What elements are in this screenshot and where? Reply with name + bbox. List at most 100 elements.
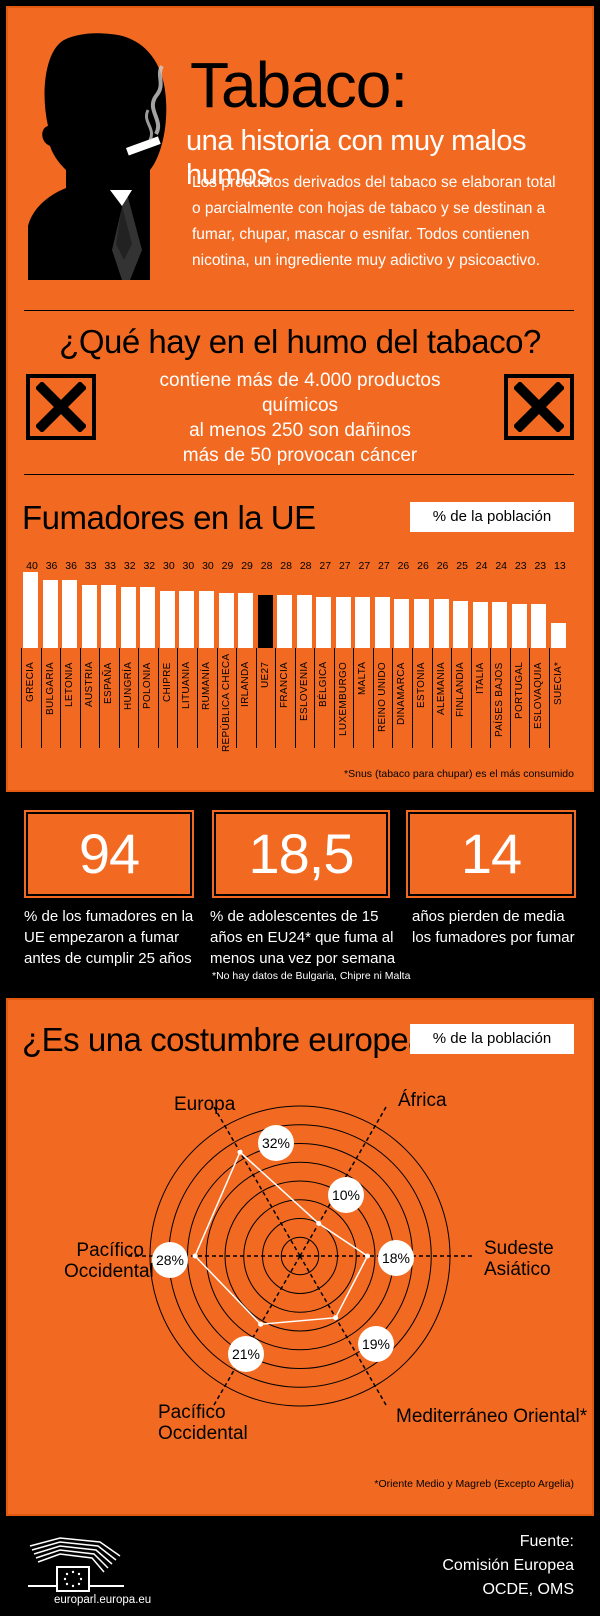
- bar: [238, 592, 254, 648]
- stat-note: *No hay datos de Bulgaria, Chipre ni Mal…: [212, 970, 411, 982]
- radar-point: [192, 1253, 198, 1259]
- bar-separator: [177, 648, 179, 748]
- smoke-fact: al menos 250 son dañinos: [189, 420, 411, 441]
- bar-separator: [275, 648, 277, 748]
- bar-column: 29: [237, 560, 257, 648]
- bar-value-label: 30: [202, 560, 214, 572]
- bar-separator: [353, 648, 355, 748]
- divider: [24, 310, 574, 311]
- bar-separator: [548, 648, 550, 748]
- bar-column: 24: [472, 560, 492, 648]
- radar-value-label: 21%: [232, 1346, 260, 1362]
- bar-value-label: 28: [299, 560, 312, 572]
- source-label: Fuente:: [519, 1533, 574, 1550]
- bar-separator: [314, 648, 316, 748]
- bar: [453, 600, 469, 648]
- smokers-title: Fumadores en la UE: [22, 499, 316, 536]
- bar-column: 26: [433, 560, 453, 648]
- unit-badge: % de la población: [410, 502, 574, 532]
- radar-axis-line: [213, 1255, 301, 1406]
- bar-column: 27: [354, 560, 374, 648]
- bar-separator: [412, 648, 413, 748]
- bar-separator: [255, 648, 257, 748]
- bar-column: 25: [452, 560, 472, 648]
- stat-value: 14: [406, 810, 576, 898]
- bar: [355, 596, 371, 648]
- bar-value-label: 36: [65, 560, 77, 572]
- bar-value-label: 13: [554, 560, 566, 572]
- world-title: ¿Es una costumbre europea?: [22, 1021, 444, 1058]
- bar-separator: [333, 648, 335, 748]
- radar-point: [365, 1253, 370, 1259]
- bar: [218, 592, 234, 648]
- bar: [120, 587, 136, 648]
- bar-value-label: 33: [84, 560, 97, 572]
- bar: [101, 585, 117, 648]
- bar-separator: [21, 648, 22, 748]
- bar: [550, 623, 566, 648]
- bar: [433, 598, 449, 648]
- bar: [316, 596, 332, 648]
- radar-value-label: 19%: [362, 1336, 390, 1352]
- bar-column: 28: [296, 560, 316, 648]
- smoke-title: ¿Qué hay en el humo del tabaco?: [59, 323, 541, 360]
- radar-axis-label: Pacífico Occidental: [64, 1240, 154, 1282]
- bar-column: 30: [178, 560, 198, 648]
- harmful-x-icon: [504, 374, 574, 440]
- source-line: OCDE, OMS: [482, 1581, 574, 1598]
- bar: [23, 572, 38, 648]
- bar-column: 32: [120, 560, 140, 648]
- radar-value-bubble: [152, 1242, 188, 1278]
- page-subtitle: una historia con muy malos humos: [186, 125, 527, 191]
- bar-value-label: 30: [163, 560, 175, 572]
- bar-separator: [470, 648, 472, 748]
- bar: [511, 604, 527, 648]
- bar-separator: [451, 648, 453, 748]
- bar-value-label: 33: [104, 560, 117, 572]
- bar-separator: [216, 648, 218, 748]
- bar-separator: [372, 648, 374, 748]
- smoke-facts: contiene más de 4.000 productos químicos…: [130, 368, 470, 468]
- bar-value-label: 23: [514, 560, 527, 572]
- footer-site: europarl.europa.eu: [54, 1594, 152, 1606]
- bar-value-label: 29: [241, 560, 253, 572]
- radar-value-bubble: [378, 1240, 414, 1276]
- radar-grid-ring: [224, 1180, 376, 1332]
- bar-value-label: 32: [123, 560, 136, 572]
- bar-column: 27: [374, 560, 394, 648]
- bar-separator: [490, 648, 492, 748]
- bar: [81, 585, 97, 648]
- bar-column: 23: [511, 560, 531, 648]
- intro-text: Los productos derivados del tabaco se el…: [192, 174, 556, 269]
- stat-text: % de los fumadores en la UE empezaron a …: [24, 908, 194, 967]
- radar-value-label: 28%: [156, 1252, 184, 1268]
- bar-value-label: 25: [456, 560, 468, 572]
- bar-column: 33: [100, 560, 120, 648]
- bar: [492, 602, 508, 648]
- smoke-fact: más de 50 provocan cáncer: [182, 445, 418, 466]
- radar-axis-label: África: [398, 1090, 447, 1111]
- bar-separator: [118, 648, 120, 748]
- bar-separator: [529, 648, 531, 748]
- bar-value-label: 30: [182, 560, 195, 572]
- stat-value: 94: [24, 810, 194, 898]
- european-parliament-logo: [28, 1537, 124, 1592]
- unit-badge: % de la población: [410, 1024, 574, 1054]
- bar: [198, 591, 214, 648]
- bar-column: 13: [550, 560, 570, 648]
- bar-value-label: 24: [495, 560, 508, 572]
- bar-column: 27: [315, 560, 335, 648]
- bar-separator: [40, 648, 42, 748]
- bar: [179, 591, 195, 648]
- bar-column: 26: [393, 560, 413, 648]
- radar-value-label: 10%: [332, 1187, 360, 1203]
- bar-value-label: 28: [260, 560, 273, 572]
- radar-axis-line: [299, 1255, 387, 1406]
- bar-value-label: 32: [143, 560, 156, 572]
- stat-value: 18,5: [212, 810, 390, 898]
- bar-column: 24: [491, 560, 511, 648]
- bar-value-label: 29: [221, 560, 234, 572]
- bar: [414, 598, 429, 648]
- smokers-footnote: *Snus (tabaco para chupar) es el más con…: [344, 768, 574, 780]
- bar-separator: [138, 648, 140, 748]
